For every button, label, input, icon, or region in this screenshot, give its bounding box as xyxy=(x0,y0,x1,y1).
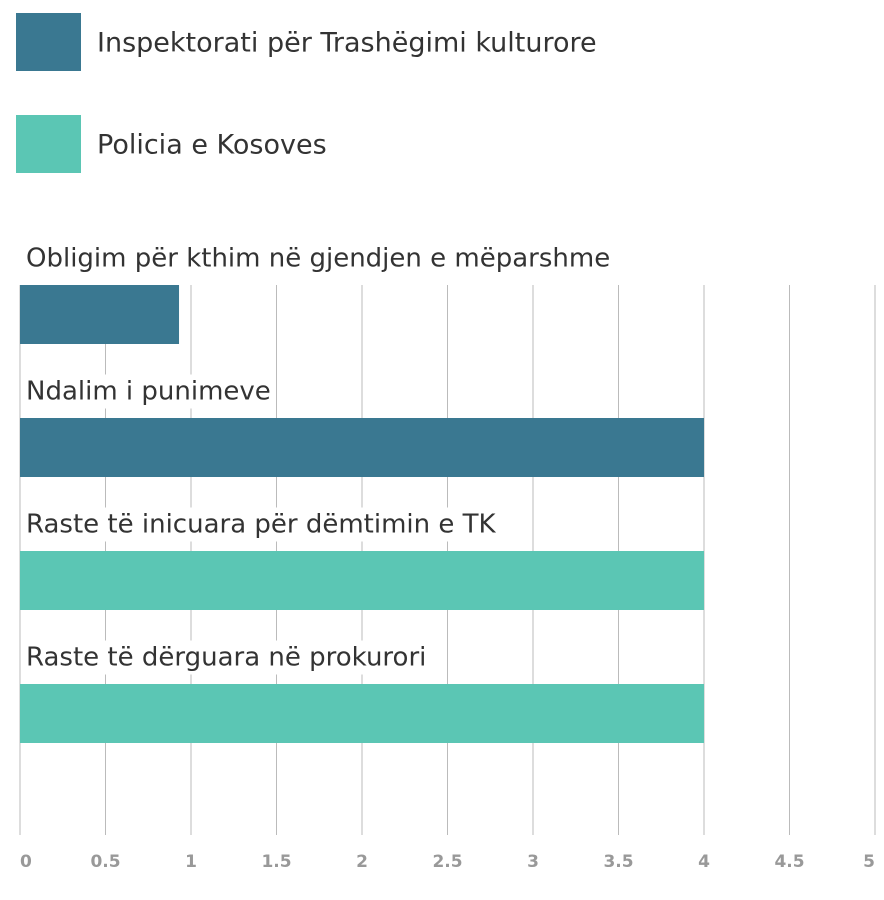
x-tick-label: 3 xyxy=(527,852,539,872)
x-tick-label: 4 xyxy=(698,852,710,872)
legend-swatch xyxy=(16,115,81,173)
bar xyxy=(20,285,180,344)
x-tick-label: 2 xyxy=(356,852,368,872)
bar xyxy=(20,684,704,743)
label-bg xyxy=(22,640,431,675)
x-tick-label: 1.5 xyxy=(261,852,291,872)
x-tick-label: 3.5 xyxy=(603,852,633,872)
label-bg xyxy=(22,241,615,276)
label-bg xyxy=(22,507,501,542)
legend-swatch xyxy=(16,13,81,71)
category-label: Obligim për kthim në gjendjen e mëparshm… xyxy=(26,244,610,274)
x-tick-label: 0 xyxy=(20,852,32,872)
legend-label: Policia e Kosoves xyxy=(97,130,327,161)
category-label: Raste të dërguara në prokurori xyxy=(26,643,426,673)
x-tick-label: 4.5 xyxy=(774,852,804,872)
legend-label: Inspektorati për Trashëgimi kulturore xyxy=(97,28,597,59)
category-label: Raste të inicuara për dëmtimin e TK xyxy=(26,510,497,540)
bar xyxy=(20,551,704,610)
x-tick-label: 0.5 xyxy=(90,852,120,872)
category-label: Ndalim i punimeve xyxy=(26,377,271,407)
x-tick-label: 2.5 xyxy=(432,852,462,872)
x-tick-label: 5 xyxy=(863,852,875,872)
label-bg xyxy=(22,374,275,409)
x-tick-label: 1 xyxy=(185,852,197,872)
bar xyxy=(20,418,704,477)
